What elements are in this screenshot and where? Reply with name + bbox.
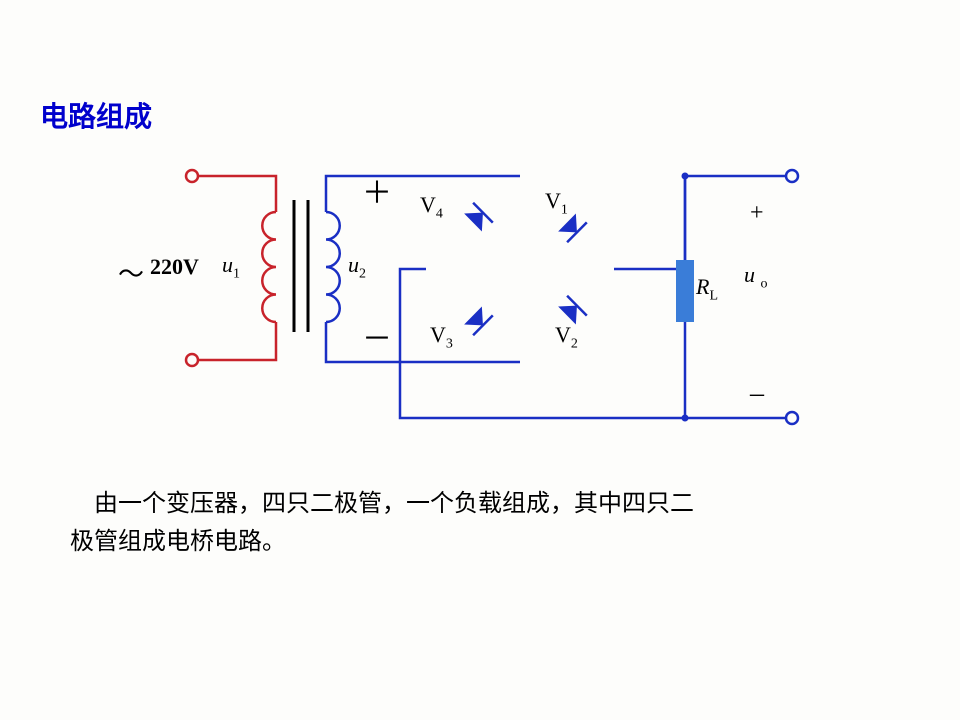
circuit-diagram [0, 0, 960, 720]
